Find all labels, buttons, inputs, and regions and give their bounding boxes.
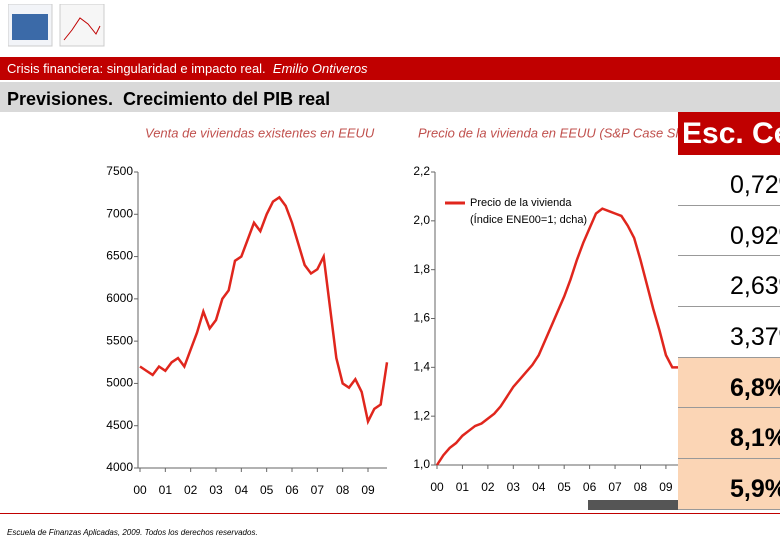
chart-title: Venta de viviendas existentes en EEUU: [145, 125, 375, 140]
y-tick-label: 5000: [106, 376, 133, 390]
subtitle: Crisis financiera: singularidad e impact…: [7, 61, 266, 76]
x-tick-label: 02: [184, 483, 198, 497]
forecast-table: Esc. Ce 0,72%0,92%2,63%3,37%6,8%8,1%5,9%: [678, 112, 780, 510]
x-tick-label: 06: [285, 483, 299, 497]
x-tick-label: 03: [507, 480, 521, 494]
x-tick-label: 09: [659, 480, 673, 494]
table-cell: 5,9%: [678, 459, 780, 510]
table-header: Esc. Ce: [678, 112, 780, 155]
chart-title: Precio de la vivienda en EEUU (S&P Case …: [418, 125, 680, 140]
y-tick-label: 7000: [106, 206, 133, 220]
charts: Venta de viviendas existentes en EEUU 400…: [106, 125, 680, 498]
x-tick-label: 01: [456, 480, 470, 494]
annotation: (Índice ENE00=1; dcha): [470, 213, 587, 226]
y-tick-label: 2,0: [413, 213, 430, 227]
x-tick-label: 07: [311, 483, 325, 497]
x-tick-label: 04: [235, 483, 249, 497]
y-tick-label: 5500: [106, 333, 133, 347]
y-tick-label: 6500: [106, 249, 133, 263]
table-cell: 0,72%: [678, 155, 780, 206]
footer: Escuela de Finanzas Aplicadas, 2009. Tod…: [7, 528, 258, 537]
x-tick-label: 09: [361, 483, 375, 497]
x-tick-label: 08: [336, 483, 350, 497]
table-cell: 3,37%: [678, 307, 780, 358]
data-line: [435, 207, 680, 466]
x-tick-label: 06: [583, 480, 597, 494]
table-cell: 8,1%: [678, 408, 780, 460]
legend-label: Precio de la vivienda: [470, 197, 572, 209]
table-cell: 0,92%: [678, 206, 780, 257]
y-tick-label: 7500: [106, 164, 133, 178]
y-tick-label: 4000: [106, 460, 133, 474]
thumbnails: [8, 4, 105, 47]
header-bar: Crisis financiera: singularidad e impact…: [0, 57, 780, 80]
decor: [588, 500, 678, 510]
x-tick-label: 03: [209, 483, 223, 497]
y-tick-label: 4500: [106, 418, 133, 432]
author: Emilio Ontiveros: [272, 61, 368, 76]
slide-title: Previsiones. Crecimiento del PIB real: [0, 82, 780, 112]
table-cell: 6,8%: [678, 357, 780, 409]
data-line: [139, 195, 389, 426]
x-tick-label: 00: [133, 483, 147, 497]
x-tick-label: 01: [159, 483, 173, 497]
x-tick-label: 05: [260, 483, 274, 497]
x-tick-label: 04: [532, 480, 546, 494]
x-tick-label: 02: [481, 480, 495, 494]
y-tick-label: 1,4: [413, 360, 430, 374]
x-tick-label: 05: [557, 480, 571, 494]
y-tick-label: 1,8: [413, 262, 430, 276]
y-tick-label: 6000: [106, 291, 133, 305]
y-tick-label: 2,2: [413, 164, 430, 178]
table-cell: 2,63%: [678, 256, 780, 308]
x-tick-label: 00: [430, 480, 444, 494]
y-tick-label: 1,6: [413, 311, 430, 325]
y-tick-label: 1,0: [413, 457, 430, 471]
x-tick-label: 07: [608, 480, 622, 494]
y-tick-label: 1,2: [413, 408, 430, 422]
x-tick-label: 08: [634, 480, 648, 494]
footer-line: [0, 513, 780, 514]
